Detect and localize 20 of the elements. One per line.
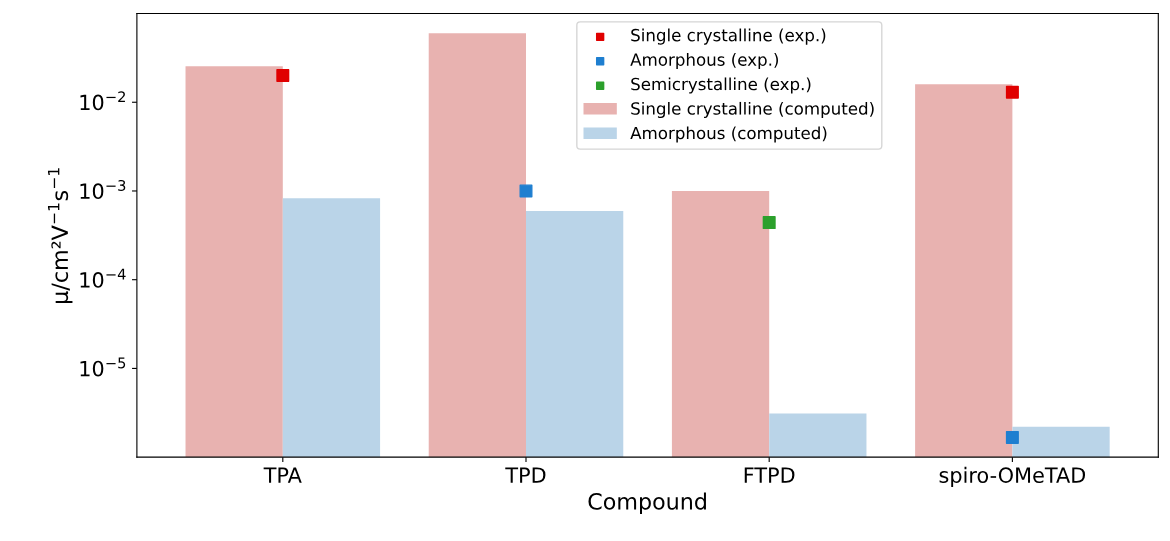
y-tick-label: 10$^{−3}$ — [80, 179, 126, 200]
legend-label: Amorphous (exp.) — [630, 52, 778, 70]
legend-label: Single crystalline (exp.) — [631, 28, 826, 45]
legend-label: Single crystalline (computed) — [631, 101, 874, 119]
legend-label: Amorphous (computed) — [630, 126, 827, 143]
point — [519, 184, 533, 198]
point — [1005, 85, 1019, 99]
x-tick-label: TPD — [505, 467, 546, 483]
y-axis-title: μ/cm²V$^{−1}$s$^{−1}$ — [47, 168, 73, 303]
y-tick-label: 10$^{−2}$ — [80, 91, 125, 111]
x-tick-label: TPA — [263, 467, 302, 483]
x-tick-label: FTPD — [744, 467, 795, 483]
point — [1005, 430, 1019, 444]
y-tick-label: 10$^{−5}$ — [80, 357, 126, 377]
y-tick-label: 10$^{−4}$ — [80, 268, 126, 288]
point — [276, 69, 290, 83]
x-axis-title: Compound — [588, 492, 706, 515]
x-tick-label: spiro-OMeTAD — [939, 466, 1086, 488]
point — [762, 216, 776, 230]
legend-label: Semicrystalline (exp.) — [631, 77, 811, 94]
